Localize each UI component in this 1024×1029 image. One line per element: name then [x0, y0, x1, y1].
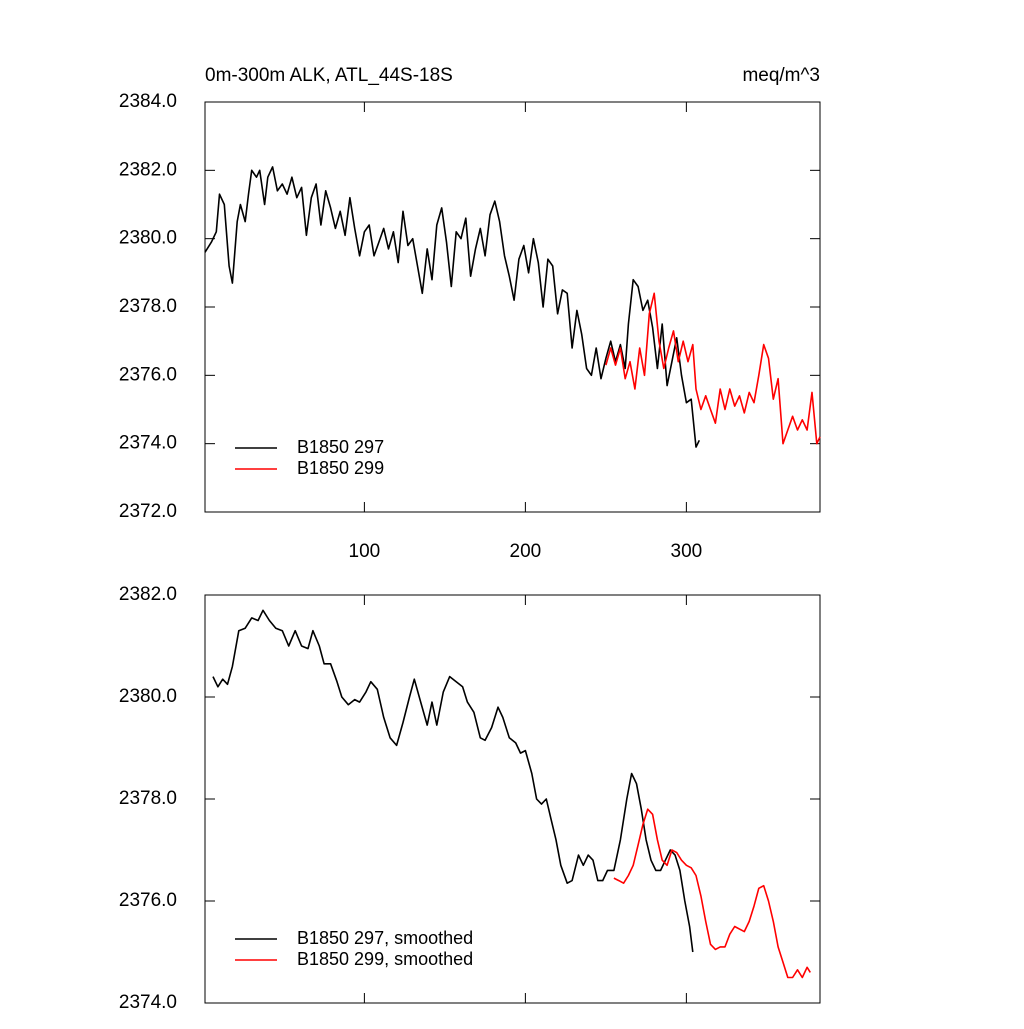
- x-tick-label: 300: [671, 541, 703, 562]
- y-tick-label: 2380.0: [119, 228, 177, 249]
- x-tick-label: 100: [349, 541, 381, 562]
- y-tick-label: 2374.0: [119, 992, 177, 1013]
- data-line: [204, 166, 701, 448]
- data-line: [212, 609, 694, 953]
- y-tick-label: 2376.0: [119, 364, 177, 385]
- x-tick-label: 200: [510, 541, 542, 562]
- legend-label: B1850 297, smoothed: [297, 928, 473, 948]
- y-tick-label: 2378.0: [119, 788, 177, 809]
- y-tick-label: 2378.0: [119, 296, 177, 317]
- y-tick-label: 2380.0: [119, 686, 177, 707]
- legend-label: B1850 299, smoothed: [297, 949, 473, 969]
- y-tick-label: 2374.0: [119, 433, 177, 454]
- data-line: [605, 292, 821, 445]
- units-label: meq/m^3: [742, 65, 820, 86]
- data-line: [613, 808, 811, 979]
- legend-label: B1850 297: [297, 437, 384, 457]
- legend-label: B1850 299: [297, 458, 384, 478]
- chart-title: 0m-300m ALK, ATL_44S-18S: [205, 65, 453, 86]
- y-tick-label: 2382.0: [119, 159, 177, 180]
- y-tick-label: 2376.0: [119, 890, 177, 911]
- y-tick-label: 2384.0: [119, 91, 177, 112]
- y-tick-label: 2372.0: [119, 501, 177, 522]
- y-tick-label: 2382.0: [119, 584, 177, 605]
